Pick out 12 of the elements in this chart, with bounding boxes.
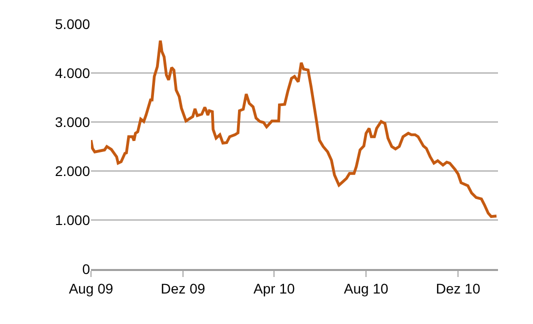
y-tick-label: 0: [82, 260, 90, 277]
x-tick-label: Apr 10: [254, 280, 295, 297]
y-tick-label: 2.000: [54, 162, 90, 179]
line-series: [91, 39, 498, 218]
y-tick-label: 5.000: [54, 16, 90, 32]
x-tick-label: Aug 10: [344, 280, 388, 297]
y-tick-label: 4.000: [54, 64, 90, 81]
x-tick-label: Aug 09: [68, 280, 114, 297]
y-tick-label: 1.000: [54, 212, 90, 228]
x-tick-label: Dez 10: [436, 280, 480, 297]
x-tick-label: Dez 09: [160, 280, 206, 297]
y-tick-label: 3.000: [54, 114, 90, 130]
